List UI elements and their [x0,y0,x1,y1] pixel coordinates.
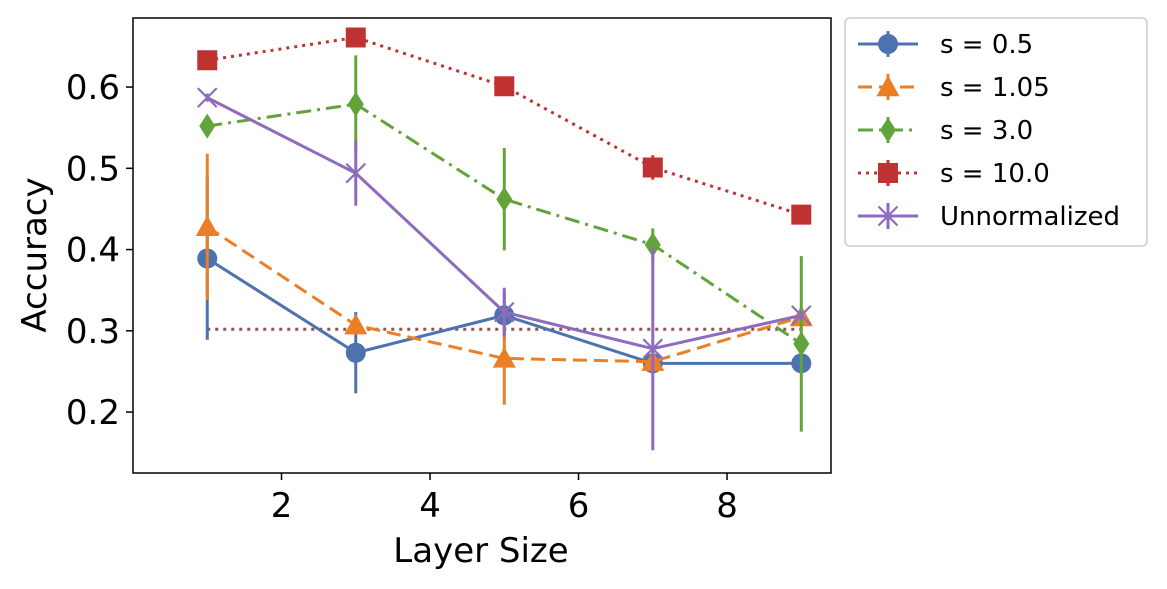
plot-area [195,27,813,451]
legend-marker [878,34,898,54]
legend-marker [876,75,900,97]
series-5 [196,87,812,451]
series-5-point-stroke-b [493,301,515,323]
legend-label: s = 3.0 [940,116,1033,146]
y-tick-label: 0.3 [66,312,120,352]
legend-marker-stroke-b [877,205,899,227]
legend-label: Unnormalized [940,202,1120,232]
series-5-point [642,338,664,359]
y-tick-label: 0.5 [66,149,120,189]
legend-item: s = 0.5 [858,30,1033,60]
y-tick-label: 0.6 [66,68,120,108]
legend-item: s = 10.0 [858,159,1050,189]
series-3-point [496,186,513,212]
series-4-point [345,27,366,48]
series-3-point [347,91,364,117]
series-4-point [642,157,663,178]
series-1-point [345,342,366,363]
legend-item: s = 3.0 [858,116,1033,146]
series-4-point [197,50,218,71]
legend-marker [880,117,896,143]
series-4 [197,27,812,225]
y-tick-label: 0.2 [66,393,120,433]
series-3 [199,55,810,432]
series-2-point [492,346,516,368]
series-2-point [195,215,219,237]
series-5-point [493,301,515,323]
x-tick-label: 8 [716,486,738,526]
series-3-point [199,113,216,139]
series-3-line [207,102,803,346]
legend-marker [877,205,899,227]
legend-label: s = 1.05 [940,73,1050,103]
legend-item: Unnormalized [858,202,1120,232]
series-3-point [793,331,810,357]
legend-item: s = 1.05 [858,73,1050,103]
legend: s = 0.5 s = 1.05 s = 3.0 s = 10.0 Unnormaliz… [844,17,1148,247]
x-tick-label: 4 [419,486,441,526]
x-tick-label: 6 [568,486,590,526]
plot-frame [132,17,832,474]
series-4-point [791,204,812,225]
legend-label: s = 10.0 [940,159,1050,189]
series-5-point-stroke-b [642,338,664,359]
series-5-point-stroke-b [345,162,367,184]
x-tick-label: 2 [271,486,293,526]
series-5-point-stroke-b [791,305,812,326]
series-4-point [494,76,515,97]
series-5-point [345,162,367,184]
series-5-point-stroke-b [196,87,218,108]
series-5-point [196,87,218,108]
legend-marker [878,163,898,183]
y-axis-label: Accuracy [15,177,55,332]
series-2-point [344,313,368,335]
series-5-point [791,305,812,326]
y-tick-label: 0.4 [66,231,120,271]
axes: 2 4 6 8 0.2 0.3 0.4 0.5 0.6 [66,17,832,526]
series-2-line [206,225,802,364]
series-3-point [644,232,661,258]
legend-label: s = 0.5 [940,30,1033,60]
legend-box [844,17,1148,247]
x-axis-label: Layer Size [393,531,568,571]
